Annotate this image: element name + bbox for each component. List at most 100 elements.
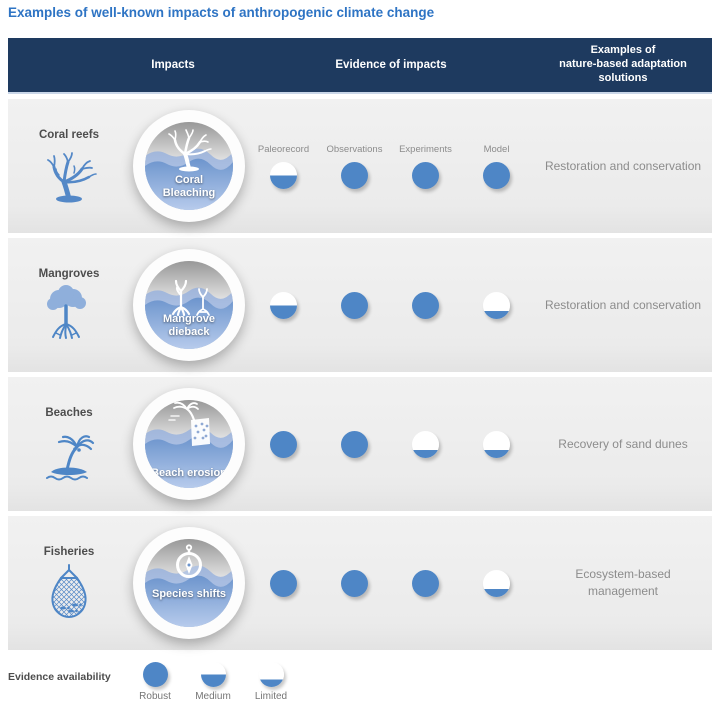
solution-cell: Recovery of sand dunes xyxy=(534,377,712,511)
evidence-dot xyxy=(412,291,439,319)
legend-item-label: Limited xyxy=(254,691,288,702)
impacts-table: Impacts Evidence of impacts Examples of … xyxy=(8,38,712,650)
legend-item-robust: Robust xyxy=(126,662,184,702)
legend-item-limited: Limited xyxy=(242,662,300,702)
table-row-beaches: Beaches xyxy=(8,377,712,511)
evidence-item xyxy=(248,430,319,458)
solution-text: Recovery of sand dunes xyxy=(558,436,688,451)
evidence-item xyxy=(390,291,461,319)
impact-badge-art: Species shifts xyxy=(145,539,233,627)
ecosystem-label: Beaches xyxy=(45,407,93,419)
evidence-column-label: Observations xyxy=(326,143,383,155)
impact-badge: Beach erosion xyxy=(133,388,245,500)
evidence-dot xyxy=(341,161,368,189)
robust-dot xyxy=(142,662,168,687)
mangrove-dieback-icon xyxy=(171,279,210,317)
coral-bleaching-icon xyxy=(168,129,212,172)
impact-cell: Species shifts xyxy=(130,516,248,650)
table-row-fisheries: Fisheries xyxy=(8,516,712,650)
evidence-item: Paleorecord xyxy=(248,144,319,189)
ecosystem-label: Fisheries xyxy=(43,546,95,558)
evidence-item xyxy=(319,430,390,458)
ecosystem-cell: Fisheries xyxy=(8,516,130,650)
medium-dot xyxy=(200,662,226,687)
evidence-dot xyxy=(483,161,510,189)
evidence-legend: Evidence availability Robust Medium Limi… xyxy=(8,662,300,702)
evidence-item xyxy=(390,430,461,458)
impact-cell: Mangrove dieback xyxy=(130,238,248,372)
evidence-dot xyxy=(412,569,439,597)
evidence-column-label: Paleorecord xyxy=(257,143,310,155)
impact-label: Coral Bleaching xyxy=(162,173,216,199)
evidence-item xyxy=(461,569,532,597)
table-row-mangroves: Mangroves xyxy=(8,238,712,372)
ecosystem-cell: Beaches xyxy=(8,377,130,511)
impact-badge-art: Beach erosion xyxy=(145,400,233,488)
solution-cell: Restoration and conservation xyxy=(534,99,712,233)
evidence-item xyxy=(461,291,532,319)
ecosystem-cell: Coral reefs xyxy=(8,99,130,233)
evidence-dot xyxy=(483,430,510,458)
evidence-dot xyxy=(341,430,368,458)
evidence-dot xyxy=(270,569,297,597)
solution-text: Restoration and conservation xyxy=(544,158,702,173)
evidence-item xyxy=(248,569,319,597)
evidence-item xyxy=(319,291,390,319)
header-evidence: Evidence of impacts xyxy=(335,58,447,71)
evidence-item: Observations xyxy=(319,144,390,189)
evidence-item: Experiments xyxy=(390,144,461,189)
evidence-cell xyxy=(248,238,534,372)
evidence-item: Model xyxy=(461,144,532,189)
ecosystem-label: Coral reefs xyxy=(38,129,100,141)
legend-item-medium: Medium xyxy=(184,662,242,702)
evidence-item xyxy=(461,430,532,458)
legend-item-label: Medium xyxy=(195,691,231,702)
impact-label: Species shifts xyxy=(152,587,226,600)
impact-badge-art: Coral Bleaching xyxy=(145,122,233,210)
evidence-dot xyxy=(341,569,368,597)
evidence-dot xyxy=(483,291,510,319)
evidence-dot xyxy=(270,161,297,189)
evidence-dot xyxy=(270,430,297,458)
impact-label: Mangrove dieback xyxy=(163,312,215,338)
impact-badge: Mangrove dieback xyxy=(133,249,245,361)
evidence-dot xyxy=(270,291,297,319)
solution-text: Restoration and conservation xyxy=(544,297,702,312)
evidence-item xyxy=(319,569,390,597)
fishing-net-icon xyxy=(51,564,87,619)
mangrove-tree-icon xyxy=(47,285,86,339)
beach-erosion-icon xyxy=(168,401,210,446)
evidence-dot xyxy=(341,291,368,319)
legend-item-label: Robust xyxy=(139,691,171,702)
solution-text: Ecosystem-based management xyxy=(575,567,671,598)
impact-label: Beach erosion xyxy=(151,466,227,479)
header-solutions: Examples of nature-based adaptation solu… xyxy=(559,44,687,84)
badge-water-background xyxy=(145,261,233,349)
impact-badge: Coral Bleaching xyxy=(133,110,245,222)
evidence-dot xyxy=(412,430,439,458)
impact-cell: Beach erosion xyxy=(130,377,248,511)
ecosystem-label: Mangroves xyxy=(38,268,100,280)
ecosystem-cell: Mangroves xyxy=(8,238,130,372)
impact-cell: Coral Bleaching xyxy=(130,99,248,233)
evidence-dot xyxy=(483,569,510,597)
limited-dot xyxy=(258,662,284,687)
evidence-cell xyxy=(248,377,534,511)
table-row-coral-reefs: Coral reefs xyxy=(8,99,712,233)
table-header: Impacts Evidence of impacts Examples of … xyxy=(8,38,712,94)
palm-island-icon xyxy=(46,435,95,481)
legend-title: Evidence availability xyxy=(8,671,111,683)
coral-reef-icon xyxy=(47,152,97,203)
solution-cell: Restoration and conservation xyxy=(534,238,712,372)
evidence-column-label: Model xyxy=(483,143,510,155)
page-title: Examples of well-known impacts of anthro… xyxy=(8,5,435,20)
evidence-dot xyxy=(412,161,439,189)
evidence-cell: Paleorecord Observations Experiments Mod… xyxy=(248,99,534,233)
evidence-item xyxy=(248,291,319,319)
compass-icon xyxy=(176,544,202,578)
badge-water-background xyxy=(145,400,233,488)
impact-badge: Species shifts xyxy=(133,527,245,639)
header-impacts: Impacts xyxy=(151,58,195,71)
solution-cell: Ecosystem-based management xyxy=(534,516,712,650)
